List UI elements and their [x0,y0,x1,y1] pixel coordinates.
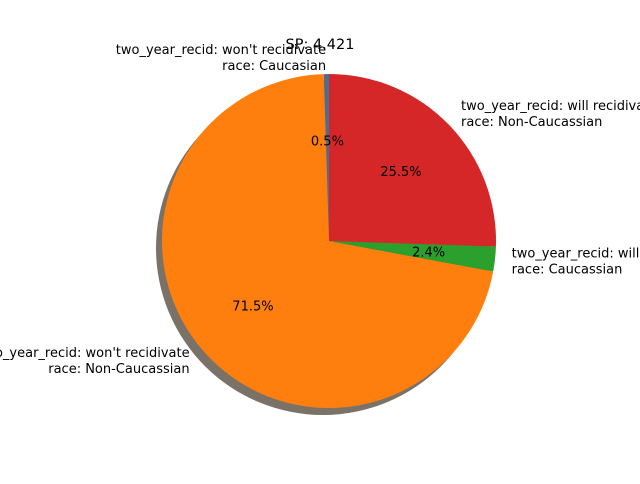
pie-slice-label-line: race: Non-Caucassian [461,115,602,130]
pie-slice-label-line: two_year_recid: will recidivate [512,246,640,261]
pie-pct-label: 0.5% [311,134,344,149]
pie-slice-label-line: two_year_recid: won't recidivate [116,43,326,58]
pie-pct-label: 2.4% [412,245,445,260]
pie-slice [329,241,496,272]
pie-slice-label-line: race: Non-Caucassian [48,362,189,377]
pie-slice-label-line: two_year_recid: will recidivate [461,99,640,114]
chart-title: SP: 4.421 [286,37,355,53]
pie-slice [323,74,329,241]
pie-pct-label: 71.5% [232,300,273,315]
pie-pct-label: 25.5% [380,165,421,180]
pie-slice [329,74,496,247]
pie-slice-label-line: two_year_recid: won't recidivate [0,346,190,361]
pie-slice-label-line: race: Caucasian [222,59,326,74]
pie-slice [162,74,494,408]
pie-slice-label-line: race: Caucassian [512,262,623,277]
